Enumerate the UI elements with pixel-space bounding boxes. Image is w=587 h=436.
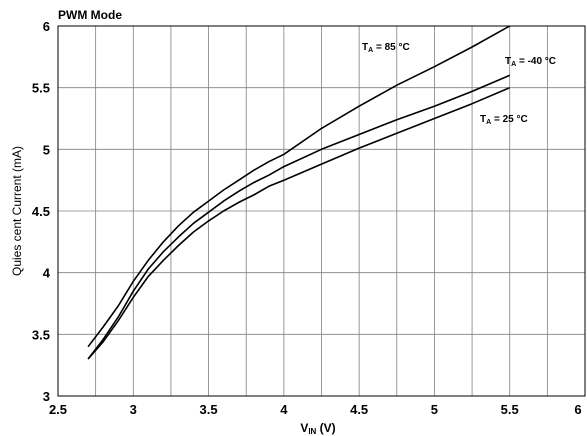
series-line-3: [88, 88, 510, 359]
series-line-1: [88, 26, 510, 347]
x-tick-label: 3.5: [200, 402, 218, 417]
x-tick-label: 5.5: [501, 402, 519, 417]
y-tick-labels: 3 3.5 4 4.5 5 5.5 6: [32, 19, 51, 404]
series-label-3: TA = 25 °C: [480, 114, 528, 126]
y-axis-label: Quies cent Current (mA): [10, 146, 24, 276]
y-tick-label: 3: [43, 389, 50, 404]
chart-title: PWM Mode: [58, 8, 122, 22]
y-tick-label: 5: [43, 142, 50, 157]
x-tick-labels: 2.5 3 3.5 4 4.5 5 5.5 6: [49, 402, 582, 417]
x-tick-label: 3: [130, 402, 137, 417]
series-label-1: TA = 85 °C: [362, 42, 410, 54]
series-lines: [88, 26, 510, 359]
y-tick-label: 5.5: [32, 81, 50, 96]
grid: [58, 26, 585, 396]
x-tick-label: 6: [574, 402, 581, 417]
y-tick-label: 4.5: [32, 204, 50, 219]
series-label-2: TA = -40 °C: [505, 56, 556, 68]
series-line-2: [88, 75, 510, 359]
x-axis-label: VIN (V): [300, 421, 335, 436]
x-tick-label: 5: [431, 402, 438, 417]
y-tick-label: 6: [43, 19, 50, 34]
x-tick-label: 4.5: [350, 402, 368, 417]
x-tick-label: 2.5: [49, 402, 67, 417]
x-tick-label: 4: [280, 402, 288, 417]
y-tick-label: 3.5: [32, 327, 50, 342]
y-tick-label: 4: [43, 266, 51, 281]
